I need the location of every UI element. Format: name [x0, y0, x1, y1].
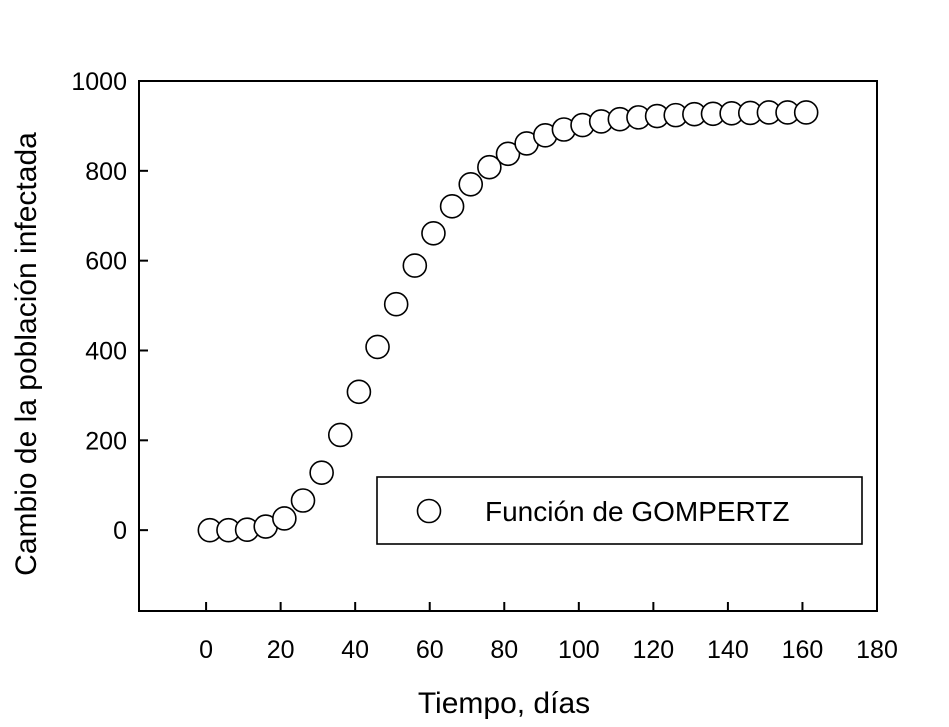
- data-point: [383, 291, 409, 317]
- data-point: [458, 172, 484, 197]
- x-axis-ticks: 0 20 40 60 80 100 120 140 160 180: [199, 602, 898, 664]
- data-point: [290, 488, 316, 513]
- x-tick-label: 180: [856, 636, 898, 664]
- data-point: [439, 194, 465, 219]
- data-points: [197, 100, 819, 543]
- x-tick-label: 140: [707, 636, 749, 664]
- y-tick-label: 400: [85, 337, 127, 365]
- data-point: [309, 460, 334, 485]
- x-tick-label: 80: [490, 636, 518, 664]
- data-point: [346, 379, 372, 405]
- y-axis-ticks: 0 200 400 600 800 1000: [71, 68, 148, 545]
- x-axis-title: Tiempo, días: [418, 687, 590, 720]
- data-point: [495, 141, 521, 167]
- data-point: [477, 154, 502, 180]
- x-tick-label: 120: [633, 636, 675, 664]
- legend-marker-icon: [416, 498, 442, 524]
- data-point: [272, 506, 297, 531]
- x-tick-label: 40: [341, 636, 369, 664]
- x-tick-label: 160: [782, 636, 824, 664]
- legend-label: Función de GOMPERTZ: [485, 496, 789, 527]
- legend-box: [376, 476, 863, 545]
- y-axis-title: Cambio de la población infectada: [10, 132, 43, 576]
- y-tick-label: 200: [85, 427, 127, 455]
- y-tick-label: 1000: [71, 68, 127, 96]
- x-tick-label: 100: [558, 636, 600, 664]
- data-point: [402, 253, 428, 278]
- data-point: [365, 334, 390, 360]
- legend: Función de GOMPERTZ: [376, 476, 863, 545]
- x-tick-label: 60: [416, 636, 444, 664]
- data-point: [327, 422, 353, 448]
- data-point: [793, 100, 819, 125]
- x-tick-label: 20: [267, 636, 295, 664]
- data-point: [421, 220, 446, 246]
- y-tick-label: 800: [85, 158, 127, 186]
- y-tick-label: 600: [85, 248, 127, 276]
- x-tick-label: 0: [199, 636, 213, 664]
- y-tick-label: 0: [113, 517, 127, 545]
